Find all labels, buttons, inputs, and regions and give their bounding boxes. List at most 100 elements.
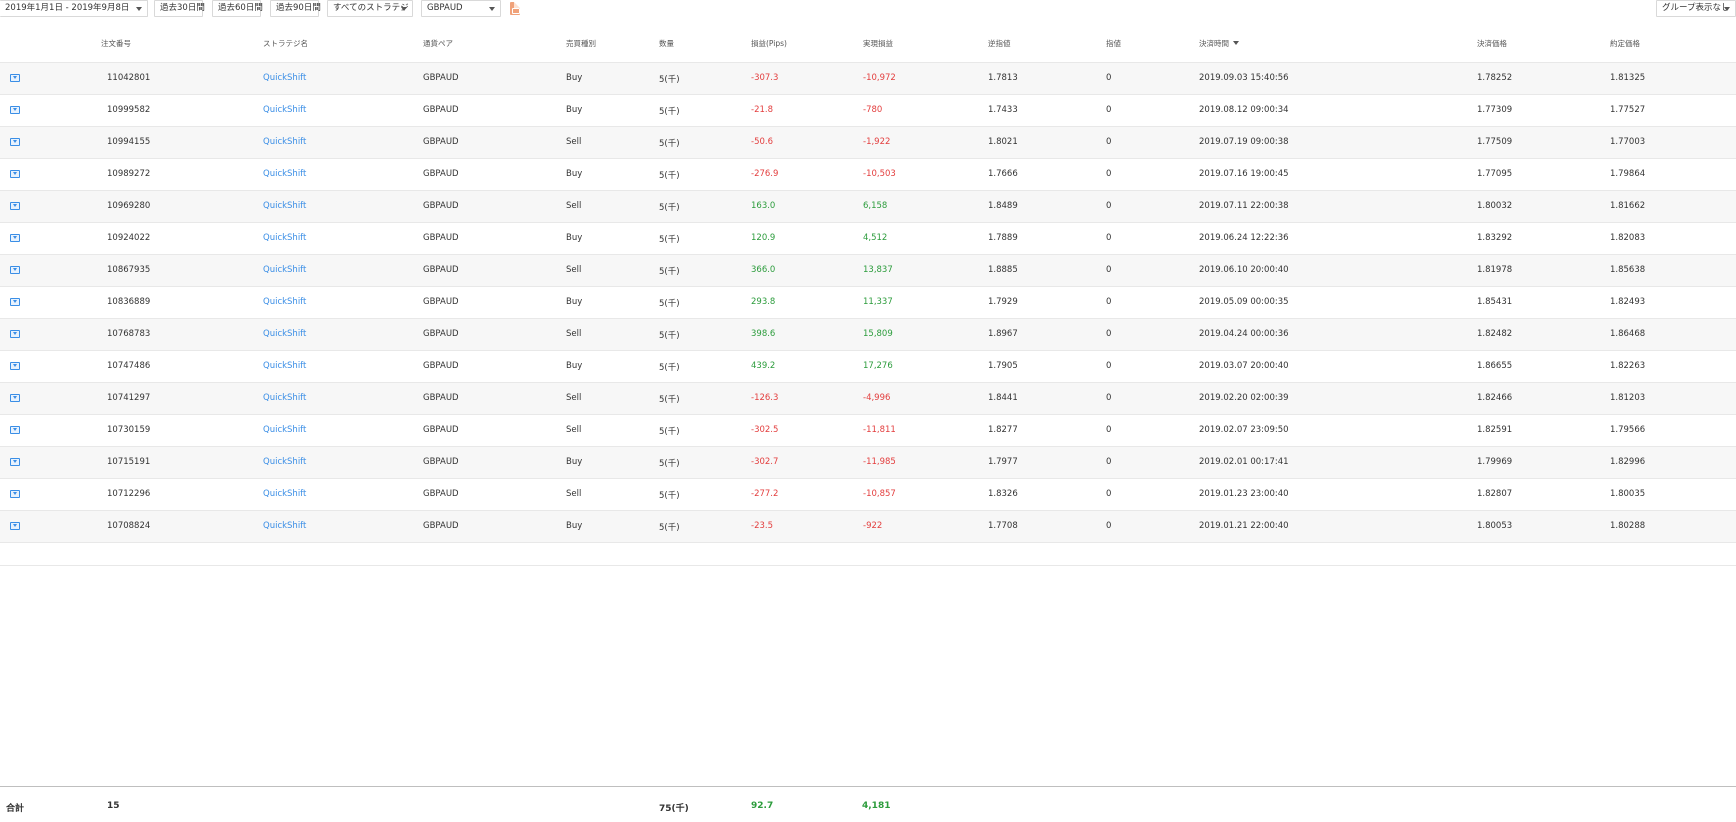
- totals-qty: 75(千): [659, 804, 689, 814]
- cell-limit: 0: [1106, 169, 1112, 179]
- cell-pair: GBPAUD: [423, 361, 459, 371]
- cell-settle-price: 1.77509: [1477, 137, 1513, 147]
- download-detail-icon[interactable]: [10, 522, 20, 530]
- column-header-strategy[interactable]: ストラテジ名: [263, 39, 308, 48]
- cell-settle-price: 1.85431: [1477, 297, 1513, 307]
- cell-qty: 5(千): [659, 107, 680, 117]
- cell-pair: GBPAUD: [423, 73, 459, 83]
- cell-strategy[interactable]: QuickShift: [263, 361, 307, 371]
- column-header-pair[interactable]: 通貨ペア: [423, 39, 453, 48]
- cell-strategy[interactable]: QuickShift: [263, 489, 307, 499]
- download-detail-icon[interactable]: [10, 330, 20, 338]
- download-detail-icon[interactable]: [10, 138, 20, 146]
- group-display-select[interactable]: グループ表示なし: [1656, 0, 1736, 17]
- cell-contract-price: 1.81325: [1610, 73, 1646, 83]
- past-60-days-button[interactable]: 過去60日間: [212, 0, 263, 17]
- column-header-contract-price[interactable]: 約定価格: [1610, 39, 1640, 48]
- cell-pair: GBPAUD: [423, 393, 459, 403]
- cell-order-no: 10867935: [107, 265, 151, 275]
- download-detail-icon[interactable]: [10, 490, 20, 498]
- cell-strategy[interactable]: QuickShift: [263, 233, 307, 243]
- cell-settle-price: 1.82466: [1477, 393, 1513, 403]
- download-detail-icon[interactable]: [10, 394, 20, 402]
- cell-pips: -302.5: [751, 425, 779, 435]
- column-header-stop[interactable]: 逆指値: [988, 39, 1011, 48]
- download-detail-icon[interactable]: [10, 170, 20, 178]
- cell-order-no: 10924022: [107, 233, 151, 243]
- download-detail-icon[interactable]: [10, 106, 20, 114]
- download-detail-icon[interactable]: [10, 202, 20, 210]
- cell-pnl: -10,857: [863, 489, 896, 499]
- download-detail-icon[interactable]: [10, 298, 20, 306]
- table-row: 10836889 QuickShift GBPAUD Buy 5(千) 293.8 11,3…: [0, 287, 1736, 319]
- strategy-select[interactable]: すべてのストラテジ: [327, 0, 413, 17]
- column-header-side[interactable]: 売買種別: [566, 39, 596, 48]
- column-header-qty[interactable]: 数量: [659, 39, 674, 48]
- cell-order-no: 10730159: [107, 425, 151, 435]
- cell-strategy[interactable]: QuickShift: [263, 105, 307, 115]
- download-detail-icon[interactable]: [10, 266, 20, 274]
- totals-row: 合計 15 75(千) 92.7 4,181: [0, 786, 1736, 822]
- cell-strategy[interactable]: QuickShift: [263, 425, 307, 435]
- cell-stop: 1.7666: [988, 169, 1018, 179]
- cell-pips: 398.6: [751, 329, 776, 339]
- cell-stop: 1.7929: [988, 297, 1018, 307]
- cell-pips: -23.5: [751, 521, 773, 531]
- cell-strategy[interactable]: QuickShift: [263, 137, 307, 147]
- cell-pair: GBPAUD: [423, 105, 459, 115]
- cell-settle-time: 2019.04.24 00:00:36: [1199, 329, 1289, 339]
- download-detail-icon[interactable]: [10, 234, 20, 242]
- cell-side: Buy: [566, 457, 583, 467]
- past-90-days-button[interactable]: 過去90日間: [270, 0, 321, 17]
- date-range-picker[interactable]: 2019年1月1日 - 2019年9月8日: [0, 0, 148, 17]
- cell-limit: 0: [1106, 137, 1112, 147]
- cell-pips: -276.9: [751, 169, 779, 179]
- cell-strategy[interactable]: QuickShift: [263, 73, 307, 83]
- download-detail-icon[interactable]: [10, 362, 20, 370]
- table-row: 10768783 QuickShift GBPAUD Sell 5(千) 398.6 15,…: [0, 319, 1736, 351]
- cell-strategy[interactable]: QuickShift: [263, 457, 307, 467]
- pdf-file-icon[interactable]: [510, 2, 520, 15]
- cell-pair: GBPAUD: [423, 457, 459, 467]
- cell-strategy[interactable]: QuickShift: [263, 265, 307, 275]
- cell-qty: 5(千): [659, 139, 680, 149]
- cell-qty: 5(千): [659, 395, 680, 405]
- cell-strategy[interactable]: QuickShift: [263, 201, 307, 211]
- past-30-days-button[interactable]: 過去30日間: [154, 0, 205, 17]
- cell-side: Sell: [566, 329, 582, 339]
- cell-strategy[interactable]: QuickShift: [263, 297, 307, 307]
- cell-side: Sell: [566, 489, 582, 499]
- column-header-pips[interactable]: 損益(Pips): [751, 39, 787, 48]
- column-header-order-no[interactable]: 注文番号: [101, 39, 131, 48]
- download-detail-icon[interactable]: [10, 426, 20, 434]
- date-range-label: 2019年1月1日 - 2019年9月8日: [5, 3, 130, 13]
- cell-strategy[interactable]: QuickShift: [263, 329, 307, 339]
- cell-order-no: 10712296: [107, 489, 151, 499]
- cell-pnl: -780: [863, 105, 883, 115]
- cell-contract-price: 1.80288: [1610, 521, 1646, 531]
- cell-strategy[interactable]: QuickShift: [263, 521, 307, 531]
- cell-pips: -50.6: [751, 137, 773, 147]
- download-detail-icon[interactable]: [10, 458, 20, 466]
- cell-pair: GBPAUD: [423, 489, 459, 499]
- cell-strategy[interactable]: QuickShift: [263, 169, 307, 179]
- cell-strategy[interactable]: QuickShift: [263, 393, 307, 403]
- cell-side: Buy: [566, 73, 583, 83]
- cell-contract-price: 1.79864: [1610, 169, 1646, 179]
- cell-stop: 1.8489: [988, 201, 1018, 211]
- table-row: 11042801 QuickShift GBPAUD Buy 5(千) -307.3 -10…: [0, 63, 1736, 95]
- column-header-settle-price[interactable]: 決済価格: [1477, 39, 1507, 48]
- column-header-settle-time[interactable]: 決済時間: [1199, 38, 1239, 49]
- download-detail-icon[interactable]: [10, 74, 20, 82]
- column-header-pnl[interactable]: 実現損益: [863, 39, 893, 48]
- cell-settle-price: 1.80053: [1477, 521, 1513, 531]
- cell-pair: GBPAUD: [423, 521, 459, 531]
- currency-pair-select[interactable]: GBPAUD: [421, 0, 501, 17]
- cell-pair: GBPAUD: [423, 201, 459, 211]
- cell-stop: 1.8021: [988, 137, 1018, 147]
- table-row: 10994155 QuickShift GBPAUD Sell 5(千) -50.6 -1,…: [0, 127, 1736, 159]
- column-header-limit[interactable]: 指値: [1106, 39, 1121, 48]
- totals-count: 15: [107, 801, 120, 811]
- cell-pair: GBPAUD: [423, 137, 459, 147]
- cell-order-no: 10768783: [107, 329, 151, 339]
